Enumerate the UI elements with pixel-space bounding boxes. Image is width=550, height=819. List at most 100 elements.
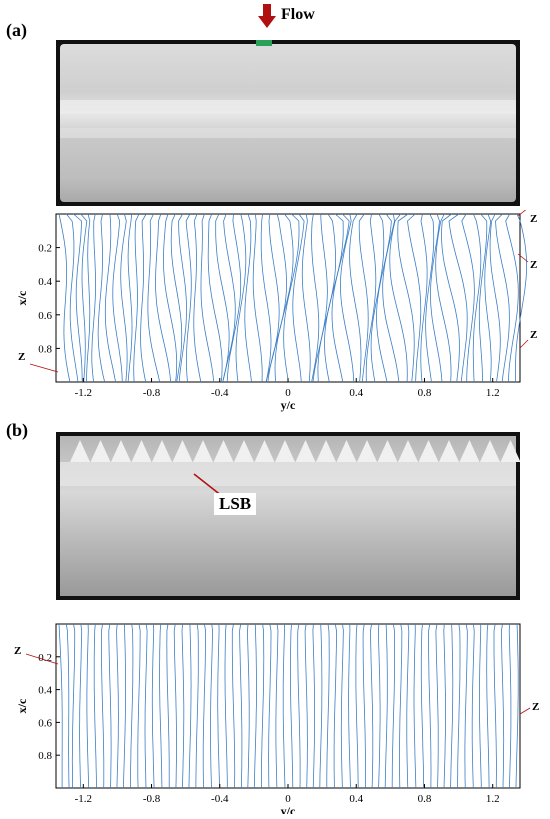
streamline: [97, 213, 106, 383]
serration-tooth: [316, 440, 336, 462]
streamline: [112, 213, 123, 383]
streamline: [441, 213, 460, 383]
x-axis-label: y/c: [281, 804, 296, 814]
serration-tooth: [152, 440, 172, 462]
streamline: [382, 213, 400, 383]
streamline: [420, 623, 424, 788]
streamline: [348, 623, 351, 789]
streamline: [253, 623, 257, 789]
z-marker-line: [517, 207, 529, 217]
streamline: [274, 213, 294, 383]
streamline: [224, 623, 228, 788]
streamline: [399, 623, 403, 789]
streamline: [151, 623, 155, 789]
streamline: [178, 213, 187, 383]
serration-tooth: [500, 440, 520, 462]
streamline: [377, 623, 381, 789]
streamline: [435, 213, 452, 383]
x-tick-label: 0.8: [418, 793, 432, 805]
z-marker-label: Z: [530, 213, 537, 225]
y-tick-label: 0.6: [38, 717, 52, 729]
streamline: [163, 213, 178, 383]
oil-flow-photo-a: [56, 40, 520, 206]
y-tick-label: 0.8: [38, 343, 52, 355]
streamline: [71, 623, 76, 789]
streamline: [65, 623, 70, 789]
z-marker-line: [517, 253, 529, 263]
streamline: [80, 213, 88, 383]
x-tick-label: -0.8: [143, 387, 161, 399]
streamline: [104, 213, 116, 383]
streamline: [188, 623, 192, 789]
streamline: [484, 213, 492, 383]
streamline-plot-b: -1.2 -0.8 -0.4 0 0.4 0.8 1.2 0.2 0.4 0.6 0.8 y/c x/c…: [10, 618, 550, 818]
streamline: [349, 213, 362, 383]
streamline: [140, 213, 147, 383]
streamline: [215, 213, 230, 383]
streamline: [244, 213, 252, 383]
streamline: [144, 623, 148, 789]
streamline: [195, 623, 199, 788]
streamline: [428, 623, 432, 788]
streamline: [365, 213, 377, 383]
streamline: [127, 213, 133, 383]
streamline: [217, 623, 220, 789]
streamline: [340, 623, 344, 789]
streamline: [312, 623, 315, 789]
serration-tooth: [439, 440, 459, 462]
flow-arrow-icon: [258, 4, 276, 28]
z-marker-label: Z: [530, 259, 537, 271]
streamline: [391, 623, 395, 788]
streamline: [267, 213, 287, 383]
streamline: [65, 213, 79, 383]
serration-tooth: [377, 440, 398, 462]
x-tick-label: -1.2: [75, 793, 92, 805]
streamline: [202, 623, 206, 789]
serration-tooth: [111, 440, 131, 462]
streamline: [489, 213, 501, 383]
streamline: [435, 623, 439, 789]
streamline: [252, 213, 263, 383]
lsb-label: LSB: [214, 493, 257, 515]
streamline: [355, 623, 359, 789]
streamline: [247, 623, 250, 789]
streamline: [137, 623, 141, 789]
streamline: [515, 213, 528, 382]
x-axis-label: y/c: [281, 398, 296, 412]
panel-label-a: (a): [6, 20, 27, 40]
streamline: [384, 623, 388, 789]
streamline: [133, 213, 140, 383]
streamline: [130, 623, 134, 788]
flow-label: Flow: [281, 6, 315, 23]
streamline: [226, 213, 242, 383]
z-marker-label: Z: [532, 701, 539, 713]
x-tick-label: 0.4: [349, 793, 363, 805]
streamline: [261, 623, 265, 788]
streamline: [508, 623, 512, 789]
streamline: [319, 623, 323, 789]
streamline: [200, 213, 215, 383]
streamline: [210, 623, 214, 789]
streamline: [376, 213, 392, 383]
streamline: [235, 213, 247, 383]
streamline: [479, 624, 482, 789]
streamline: [333, 623, 337, 789]
streamline: [370, 213, 385, 383]
streamline: [430, 213, 443, 383]
z-marker-line: [519, 707, 531, 715]
serration-tooth: [70, 440, 90, 462]
x-tick-label: -0.8: [143, 793, 161, 805]
streamline: [311, 213, 320, 383]
streamline: [283, 213, 300, 383]
streamline: [166, 623, 170, 788]
serration-tooth: [234, 440, 254, 462]
streamline: [406, 623, 410, 789]
serration-tooth: [418, 440, 439, 462]
lsb-pointer-line: [193, 473, 223, 497]
serration-tooth: [336, 440, 357, 462]
streamline: [413, 623, 417, 789]
streamline: [464, 623, 468, 789]
serration-tooth: [193, 440, 213, 462]
y-tick-label: 0.2: [38, 652, 52, 664]
streamline: [58, 213, 71, 383]
